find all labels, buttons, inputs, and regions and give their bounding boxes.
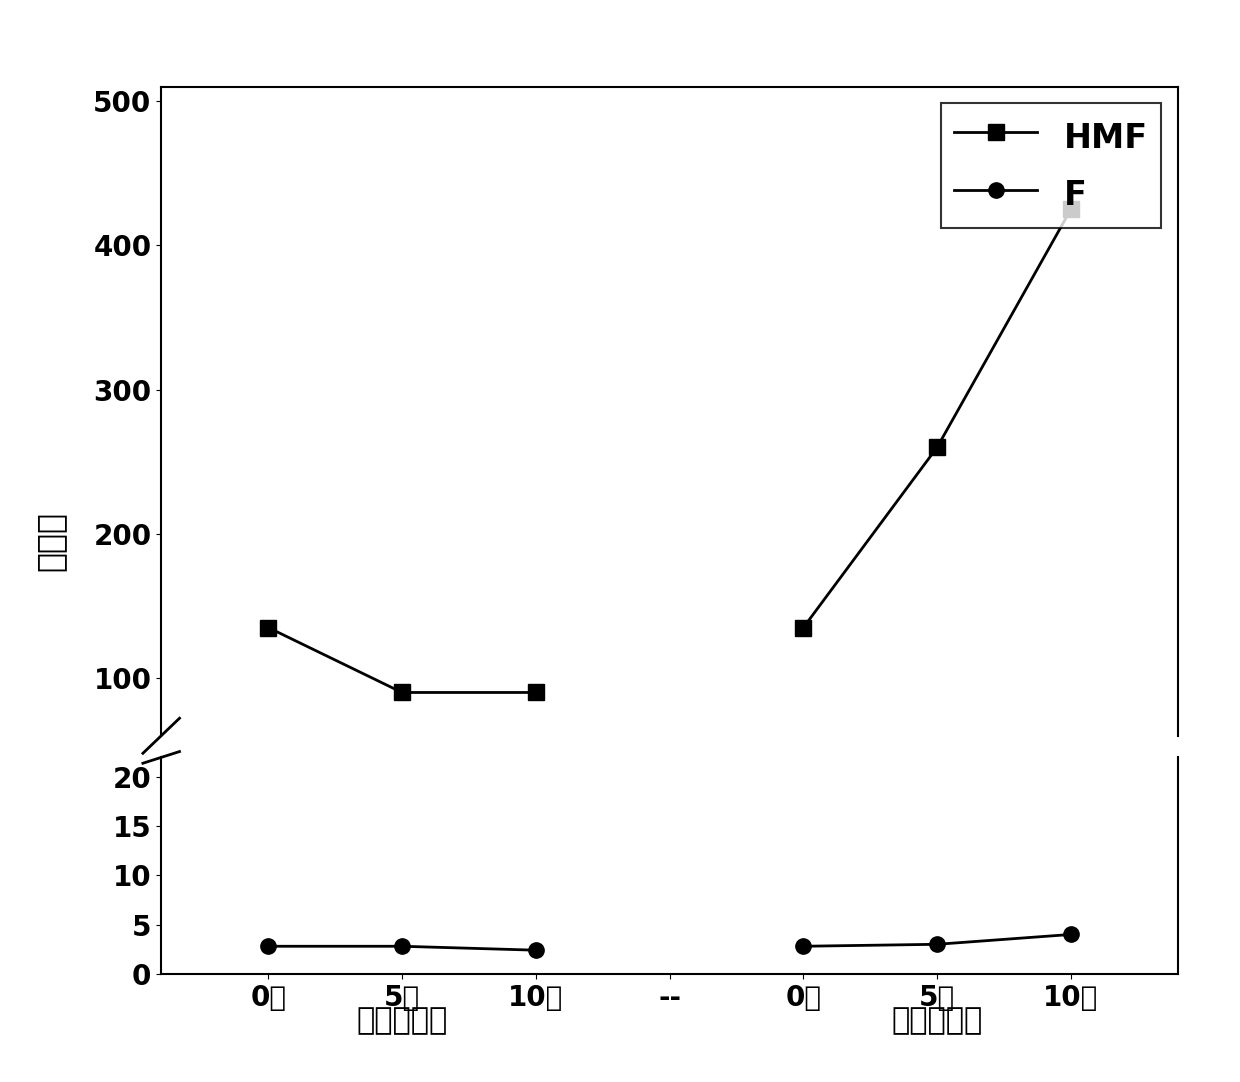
Text: 峰面积: 峰面积 [33, 511, 66, 571]
Text: 高温实验组: 高温实验组 [892, 1006, 983, 1035]
Legend: HMF, F: HMF, F [941, 103, 1162, 228]
Text: 常温对照组: 常温对照组 [356, 1006, 448, 1035]
